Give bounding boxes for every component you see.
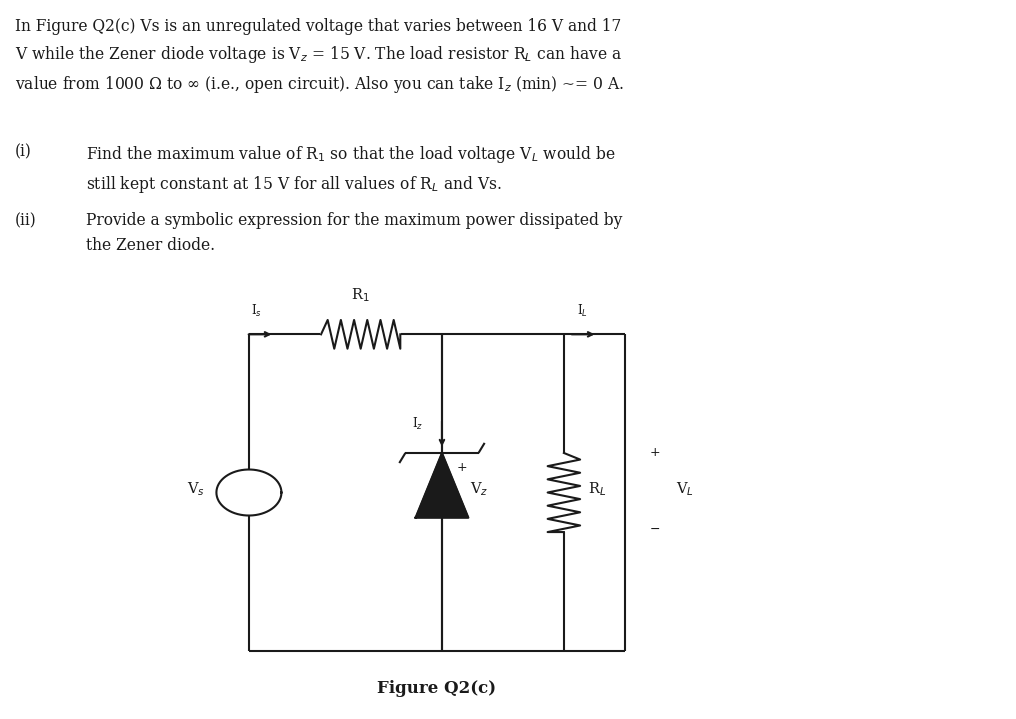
Text: V$_z$: V$_z$ xyxy=(470,480,489,498)
Text: V$_s$: V$_s$ xyxy=(187,480,205,498)
Text: I$_L$: I$_L$ xyxy=(577,303,587,319)
Text: In Figure Q2(c) Vs is an unregulated voltage that varies between 16 V and 17
V w: In Figure Q2(c) Vs is an unregulated vol… xyxy=(15,18,625,95)
Text: I$_s$: I$_s$ xyxy=(251,303,261,319)
Text: +: + xyxy=(456,461,466,474)
Text: I$_z$: I$_z$ xyxy=(412,416,424,432)
Text: R$_1$: R$_1$ xyxy=(352,286,370,303)
Text: −: − xyxy=(650,523,660,536)
Text: Figure Q2(c): Figure Q2(c) xyxy=(377,680,497,697)
Text: Provide a symbolic expression for the maximum power dissipated by
the Zener diod: Provide a symbolic expression for the ma… xyxy=(86,212,623,254)
Text: Find the maximum value of R$_1$ so that the load voltage V$_L$ would be
still ke: Find the maximum value of R$_1$ so that … xyxy=(86,144,616,195)
Polygon shape xyxy=(416,453,468,518)
Text: (i): (i) xyxy=(15,144,33,161)
Text: (ii): (ii) xyxy=(15,212,37,229)
Text: −: − xyxy=(456,509,466,522)
Text: R$_L$: R$_L$ xyxy=(588,480,607,498)
Text: +: + xyxy=(650,446,660,459)
Text: V$_L$: V$_L$ xyxy=(676,480,694,498)
